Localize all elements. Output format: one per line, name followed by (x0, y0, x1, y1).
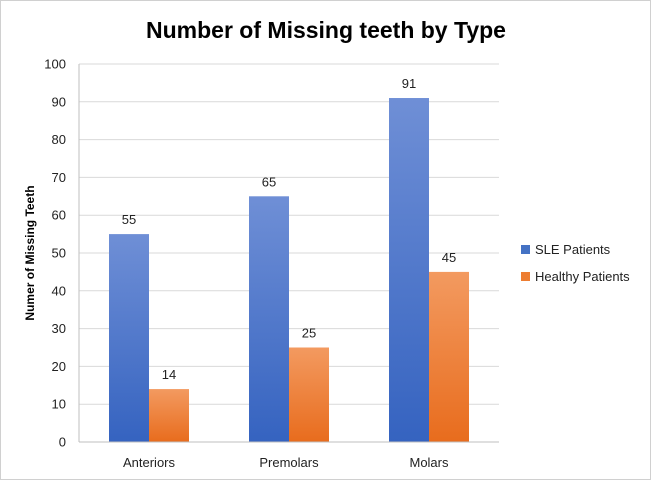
bar (249, 196, 289, 442)
data-label: 55 (122, 212, 136, 227)
y-tick-label: 30 (52, 321, 66, 336)
legend-label: SLE Patients (535, 242, 611, 257)
legend-swatch (521, 245, 530, 254)
bar (109, 234, 149, 442)
legend: SLE Patients Healthy Patients (521, 242, 630, 284)
y-tick-label: 0 (59, 435, 66, 450)
y-tick-label: 90 (52, 94, 66, 109)
legend-label: Healthy Patients (535, 269, 630, 284)
y-tick-label: 40 (52, 283, 66, 298)
legend-swatch (521, 272, 530, 281)
x-tick-label: Anteriors (123, 455, 176, 470)
y-tick-label: 70 (52, 170, 66, 185)
y-tick-label: 100 (44, 57, 66, 72)
y-tick-label: 60 (52, 208, 66, 223)
bar (289, 347, 329, 442)
y-tick-label: 80 (52, 132, 66, 147)
bar (149, 389, 189, 442)
x-tick-label: Premolars (259, 455, 319, 470)
data-label: 45 (442, 250, 456, 265)
data-label: 25 (302, 326, 316, 341)
data-label: 14 (162, 367, 176, 382)
data-labels: 55 14 65 25 91 45 (122, 76, 456, 382)
chart-title: Number of Missing teeth by Type (146, 17, 506, 43)
x-tick-label: Molars (409, 455, 449, 470)
bars (109, 98, 469, 443)
y-axis-label: Numer of Missing Teeth (23, 185, 37, 320)
axes: 0 10 20 30 40 50 60 70 80 90 100 Anteriors Premolars… (44, 57, 499, 470)
bar (429, 271, 469, 442)
y-tick-label: 50 (52, 246, 66, 261)
y-tick-label: 10 (52, 397, 66, 412)
data-label: 65 (262, 174, 276, 189)
data-label: 91 (402, 76, 416, 91)
bar (389, 98, 429, 443)
y-tick-label: 20 (52, 359, 66, 374)
